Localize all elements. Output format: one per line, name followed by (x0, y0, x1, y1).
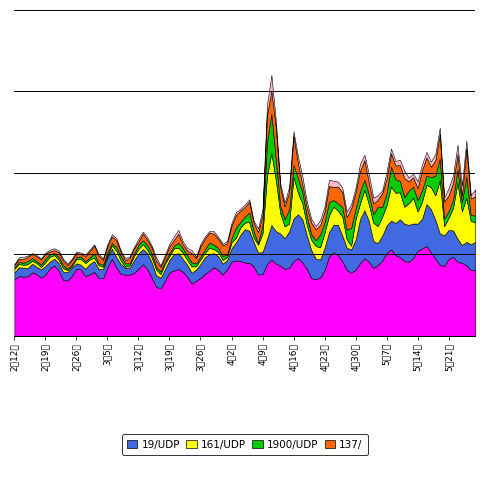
Legend: 19/UDP, 161/UDP, 1900/UDP, 137/: 19/UDP, 161/UDP, 1900/UDP, 137/ (122, 434, 368, 455)
